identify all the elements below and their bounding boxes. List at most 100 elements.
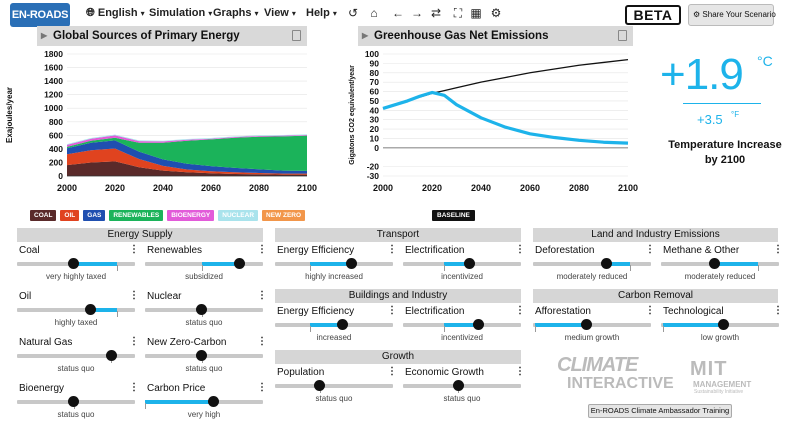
forward-icon[interactable]: →	[411, 6, 423, 20]
menu-graphs[interactable]: Graphs ▾	[213, 7, 259, 19]
slider-track[interactable]	[17, 350, 135, 363]
slider-label[interactable]: Economic Growth	[405, 367, 484, 378]
more-options-icon[interactable]: ⋮	[387, 305, 397, 316]
more-options-icon[interactable]: ⋮	[773, 244, 783, 255]
slider-track[interactable]	[275, 380, 393, 393]
more-options-icon[interactable]: ⋮	[515, 305, 525, 316]
expand-triangle-icon[interactable]: ▶	[362, 31, 369, 40]
slider-label[interactable]: Electrification	[405, 245, 465, 256]
slider-track[interactable]	[145, 258, 263, 271]
slider-label[interactable]: Methane & Other	[663, 245, 740, 256]
slider-label[interactable]: Carbon Price	[147, 383, 206, 394]
more-options-icon[interactable]: ⋮	[257, 336, 267, 347]
slider-handle[interactable]	[207, 396, 219, 407]
slider-handle[interactable]	[708, 258, 720, 269]
slider-handle[interactable]	[473, 319, 485, 330]
slider-label[interactable]: Energy Efficiency	[277, 306, 355, 317]
more-options-icon[interactable]: ⋮	[129, 382, 139, 393]
undo-icon[interactable]: ↺	[347, 6, 359, 20]
en-roads-logo[interactable]: EN-ROADS	[10, 3, 70, 27]
more-options-icon[interactable]: ⋮	[515, 366, 525, 377]
slider-handle[interactable]	[68, 396, 80, 407]
more-options-icon[interactable]: ⋮	[645, 244, 655, 255]
slider-track[interactable]	[403, 380, 521, 393]
more-options-icon[interactable]: ⋮	[515, 244, 525, 255]
slider-handle[interactable]	[452, 380, 464, 391]
slider-track[interactable]	[403, 258, 521, 271]
more-options-icon[interactable]: ⋮	[129, 290, 139, 301]
slider-label[interactable]: Energy Efficiency	[277, 245, 355, 256]
slider-label[interactable]: Technological	[663, 306, 724, 317]
swap-icon[interactable]: ⇄	[430, 6, 442, 20]
legend-item-oil[interactable]: OIL	[60, 210, 80, 221]
slider-label[interactable]: Deforestation	[535, 245, 595, 256]
slider-track[interactable]	[275, 258, 393, 271]
copy-icon[interactable]	[292, 30, 301, 41]
slider-label[interactable]: Population	[277, 367, 325, 378]
slider-handle[interactable]	[105, 350, 117, 361]
legend-item-nuclear[interactable]: NUCLEAR	[218, 210, 259, 221]
slider-handle[interactable]	[346, 258, 358, 269]
more-options-icon[interactable]: ⋮	[645, 305, 655, 316]
back-icon[interactable]: ←	[392, 6, 404, 20]
slider-label[interactable]: Bioenergy	[19, 383, 65, 394]
more-options-icon[interactable]: ⋮	[257, 244, 267, 255]
menu-help[interactable]: Help ▾	[306, 7, 337, 19]
slider-track[interactable]	[661, 319, 779, 332]
legend-item-renewables[interactable]: RENEWABLES	[109, 210, 164, 221]
panel-title-emissions[interactable]: ▶ Greenhouse Gas Net Emissions	[358, 26, 633, 46]
slider-handle[interactable]	[84, 304, 96, 315]
menu-view[interactable]: View ▾	[264, 7, 296, 19]
slider-handle[interactable]	[68, 258, 80, 269]
slider-track[interactable]	[17, 304, 135, 317]
more-options-icon[interactable]: ⋮	[257, 290, 267, 301]
slider-handle[interactable]	[336, 319, 348, 330]
more-options-icon[interactable]: ⋮	[773, 305, 783, 316]
slider-label[interactable]: Afforestation	[535, 306, 591, 317]
ambassador-training-button[interactable]: En-ROADS Climate Ambassador Training	[588, 404, 732, 418]
slider-track[interactable]	[17, 258, 135, 271]
expand-triangle-icon[interactable]: ▶	[41, 31, 48, 40]
slider-label[interactable]: Coal	[19, 245, 40, 256]
legend-item-coal[interactable]: COAL	[30, 210, 57, 221]
slider-handle[interactable]	[196, 350, 208, 361]
slider-handle[interactable]	[196, 304, 208, 315]
copy-icon[interactable]	[618, 30, 627, 41]
slider-track[interactable]	[145, 396, 263, 409]
more-options-icon[interactable]: ⋮	[129, 336, 139, 347]
slider-handle[interactable]	[718, 319, 730, 330]
slider-track[interactable]	[17, 396, 135, 409]
slider-track[interactable]	[145, 304, 263, 317]
more-options-icon[interactable]: ⋮	[387, 244, 397, 255]
slider-handle[interactable]	[580, 319, 592, 330]
menu-language[interactable]: 🌐︎ English ▾	[86, 7, 145, 20]
slider-track[interactable]	[533, 319, 651, 332]
legend-item-bioenergy[interactable]: BIOENERGY	[167, 210, 215, 221]
slider-track[interactable]	[533, 258, 651, 271]
home-icon[interactable]: ⌂	[370, 6, 378, 20]
slider-track[interactable]	[145, 350, 263, 363]
slider-label[interactable]: New Zero-Carbon	[147, 337, 227, 348]
slider-handle[interactable]	[600, 258, 612, 269]
slider-handle[interactable]	[314, 380, 326, 391]
slider-handle[interactable]	[463, 258, 475, 269]
slider-track[interactable]	[275, 319, 393, 332]
slider-label[interactable]: Nuclear	[147, 291, 182, 302]
legend-item-gas[interactable]: GAS	[83, 210, 106, 221]
legend-item-new-zero[interactable]: NEW ZERO	[262, 210, 306, 221]
share-scenario-button[interactable]: ⚙ Share Your Scenario	[688, 4, 776, 26]
slider-label[interactable]: Renewables	[147, 245, 203, 256]
slider-handle[interactable]	[233, 258, 245, 269]
more-options-icon[interactable]: ⋮	[257, 382, 267, 393]
table-icon[interactable]: ▦	[470, 6, 482, 20]
legend-item-baseline[interactable]: BASELINE	[432, 210, 475, 221]
slider-label[interactable]: Oil	[19, 291, 32, 302]
menu-simulation[interactable]: Simulation ▾	[149, 7, 212, 19]
settings-icon[interactable]: ⚙	[490, 6, 502, 20]
slider-label[interactable]: Natural Gas	[19, 337, 73, 348]
slider-label[interactable]: Electrification	[405, 306, 465, 317]
more-options-icon[interactable]: ⋮	[129, 244, 139, 255]
slider-track[interactable]	[403, 319, 521, 332]
slider-track[interactable]	[661, 258, 779, 271]
fullscreen-icon[interactable]: ⛶	[453, 6, 463, 20]
